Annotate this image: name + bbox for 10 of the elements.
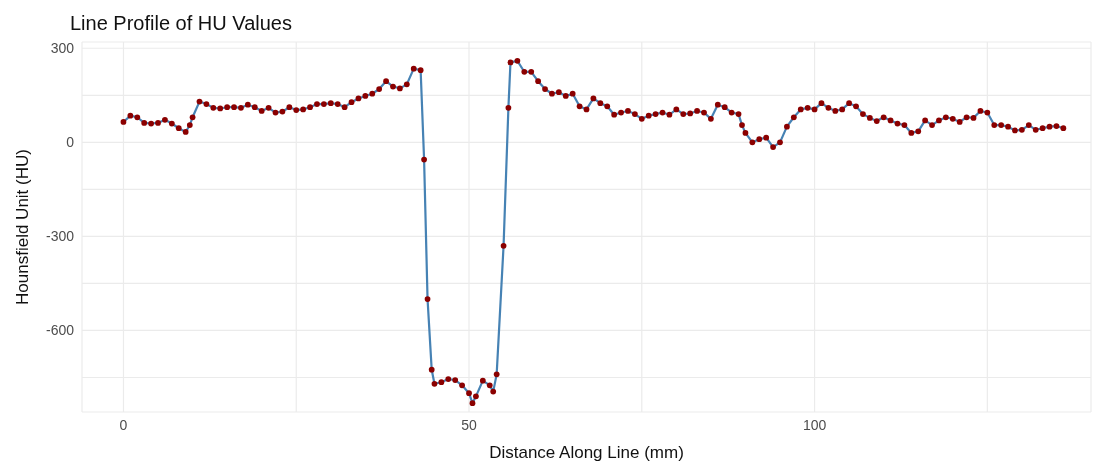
y-tick-label: -600 (45, 322, 75, 339)
chart-title: Line Profile of HU Values (70, 12, 292, 35)
y-tick-label: -300 (45, 228, 75, 245)
x-axis-title: Distance Along Line (mm) (489, 443, 684, 462)
x-tick-label: 0 (119, 416, 128, 433)
y-tick-label: 300 (50, 40, 75, 57)
x-tick-label: 100 (802, 416, 827, 433)
y-axis-title: Hounsfield Unit (HU) (13, 149, 33, 305)
y-tick-label: 0 (66, 134, 75, 151)
x-tick-label: 50 (461, 416, 478, 433)
